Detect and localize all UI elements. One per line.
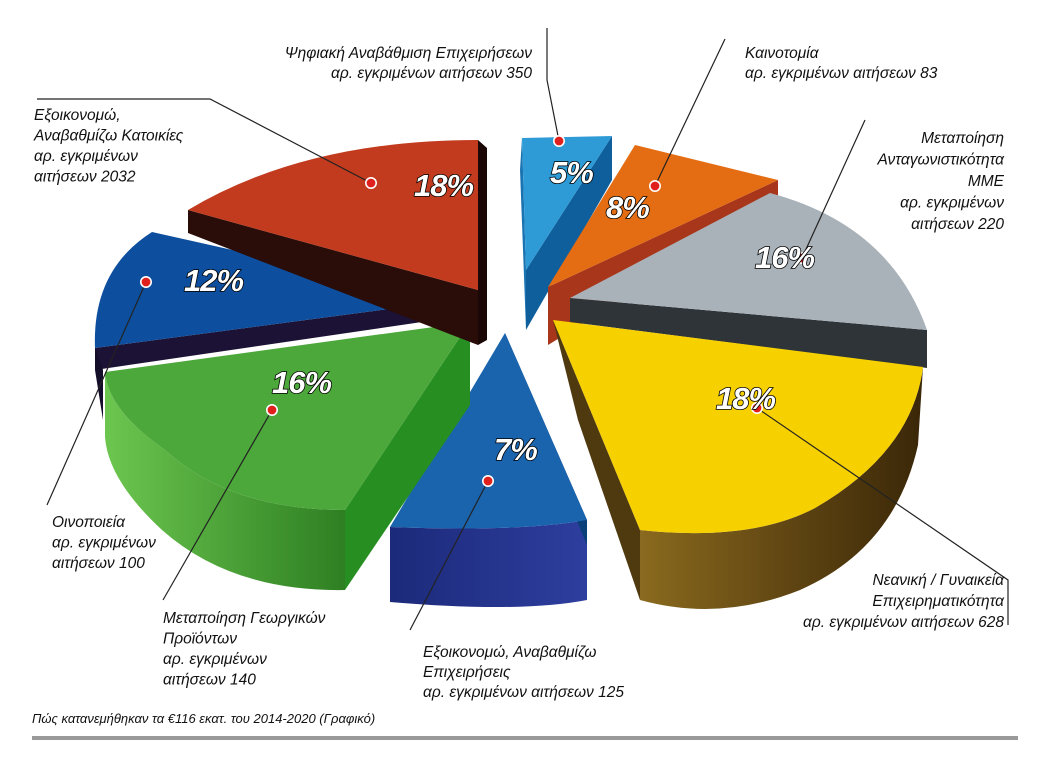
leader-line-6 (162, 409, 273, 601)
slice-marker-3 (795, 252, 808, 265)
pie-slice-side-8-1 (188, 210, 478, 345)
slice-label-2-line-1: Καινοτομία (745, 45, 820, 62)
leader-line-1 (546, 28, 560, 142)
slice-label-6-line-4: αιτήσεων 140 (163, 672, 256, 689)
pie-slice-top-3 (570, 193, 927, 330)
leader-line-7 (46, 281, 147, 506)
slice-marker-8 (364, 177, 377, 190)
slice-label-5-line-3: αρ. εγκριμένων αιτήσεων 125 (423, 684, 624, 701)
slice-percent-1: 5% (550, 155, 593, 190)
pie-slice-8 (188, 140, 487, 345)
slice-label-2: Καινοτομία αρ. εγκριμένων αιτήσεων 83 (745, 45, 938, 82)
pie-slice-1 (520, 136, 612, 330)
slice-label-3-line-1: Μεταποίηση (921, 130, 1004, 147)
slice-label-7-line-2: αρ. εγκριμένων (52, 535, 156, 552)
pie-slice-5 (390, 333, 587, 608)
pie-slice-top-6 (105, 322, 470, 510)
slice-label-1-line-1: Ψηφιακή Αναβάθμιση Επιχειρήσεων (285, 45, 533, 62)
leader-line-2 (654, 38, 726, 187)
slice-percent-4: 18% (716, 381, 775, 416)
slice-label-8-line-3: αρ. εγκριμένων (34, 148, 138, 165)
leader-line-5 (409, 480, 489, 631)
pie-slice-top-8 (188, 140, 478, 290)
pie-slice-4 (553, 320, 923, 609)
pie-slice-side-4-2 (640, 367, 923, 609)
pie-slice-side-6-1 (105, 372, 345, 591)
slice-label-8-line-1: Εξοικονομώ, (34, 107, 121, 124)
slice-label-8-line-2: Αναβαθμίζω Κατοικίες (33, 128, 184, 145)
slice-percent-8: 18% (414, 168, 473, 203)
slice-label-4-line-1: Νεανική / Γυναικεία (872, 572, 1005, 589)
slice-label-6-line-1: Μεταποίηση Γεωργικών (163, 610, 326, 627)
slice-label-1: Ψηφιακή Αναβάθμιση Επιχειρήσεων αρ. εγκρι… (285, 45, 533, 82)
pie-slice-side-3-1 (570, 298, 927, 368)
slice-percent-5: 7% (494, 432, 537, 467)
leader-line-3 (801, 119, 866, 259)
slice-label-8-line-4: αιτήσεων 2032 (34, 169, 136, 186)
pie-slice-side-1-2 (520, 138, 526, 330)
slice-label-6: Μεταποίηση Γεωργικών Προϊόντων αρ. εγκριμέ… (163, 610, 326, 689)
pie-slice-side-8-2 (478, 140, 487, 345)
slice-percent-6: 16% (272, 365, 331, 400)
leader-line-4 (756, 407, 1009, 625)
slice-label-3-line-4: αρ. εγκριμένων (900, 195, 1004, 212)
pie-slice-side-4-1 (553, 320, 640, 600)
pie-slice-top-4 (553, 320, 923, 534)
slice-label-8: Εξοικονομώ, Αναβαθμίζω Κατοικίες αρ. εγκρι… (33, 107, 184, 186)
pie-slice-top-1 (522, 136, 612, 270)
slice-label-5-line-1: Εξοικονομώ, Αναβαθμίζω (423, 644, 596, 661)
slice-label-5-line-2: Επιχειρήσεις (423, 664, 511, 681)
slice-label-7-line-1: Οινοποιεία (52, 514, 126, 531)
slice-label-6-line-2: Προϊόντων (163, 631, 237, 648)
pie-slice-side-5-1 (390, 520, 587, 608)
pie-slice-side-6-2 (345, 322, 470, 590)
slice-label-3-line-3: ΜΜΕ (968, 173, 1005, 190)
slice-label-2-line-2: αρ. εγκριμένων αιτήσεων 83 (745, 65, 938, 82)
slice-label-1-line-2: αρ. εγκριμένων αιτήσεων 350 (331, 65, 532, 82)
slice-label-3-line-2: Ανταγωνιστικότητα (877, 152, 1006, 169)
slice-marker-1 (552, 135, 565, 148)
slice-percent-7: 12% (184, 263, 243, 298)
pie-slice-side-7-1 (95, 300, 456, 370)
slice-label-5: Εξοικονομώ, Αναβαθμίζω Επιχειρήσεις αρ. εγ… (423, 644, 624, 701)
pie-slice-top-7 (94, 232, 456, 348)
pie-slice-side-1-1 (526, 136, 612, 330)
pie-slice-top-5 (390, 333, 587, 529)
pie-slice-top-2 (548, 145, 778, 287)
pie-slice-7 (94, 232, 456, 420)
leader-line-8 (37, 98, 372, 184)
slice-label-4: Νεανική / Γυναικεία Επιχειρηματικότητα αρ.… (803, 572, 1005, 631)
pie-slice-3 (570, 193, 927, 368)
chart-caption: Πώς κατανεμήθηκαν τα €116 εκατ. του 2014… (32, 711, 375, 726)
slice-label-4-line-2: Επιχειρηματικότητα (872, 593, 1005, 610)
bottom-rule (32, 736, 1018, 740)
slice-percent-3: 16% (755, 240, 814, 275)
slice-marker-4 (750, 401, 763, 414)
slice-marker-6 (265, 403, 278, 416)
pie-slice-6 (105, 322, 470, 591)
pie-slice-side-7-2 (95, 348, 103, 420)
slice-label-4-line-3: αρ. εγκριμένων αιτήσεων 628 (803, 614, 1004, 631)
slice-marker-5 (481, 474, 494, 487)
slice-label-3-line-5: αιτήσεων 220 (911, 216, 1004, 233)
slice-label-6-line-3: αρ. εγκριμένων (163, 651, 267, 668)
slice-label-7: Οινοποιεία αρ. εγκριμένων αιτήσεων 100 (52, 514, 156, 572)
slice-percent-2: 8% (606, 190, 649, 225)
slice-marker-7 (140, 275, 153, 288)
slice-label-3: Μεταποίηση Ανταγωνιστικότητα ΜΜΕ αρ. εγκριμ… (877, 130, 1006, 233)
slice-label-7-line-3: αιτήσεων 100 (52, 555, 145, 572)
slice-marker-2 (648, 180, 661, 193)
